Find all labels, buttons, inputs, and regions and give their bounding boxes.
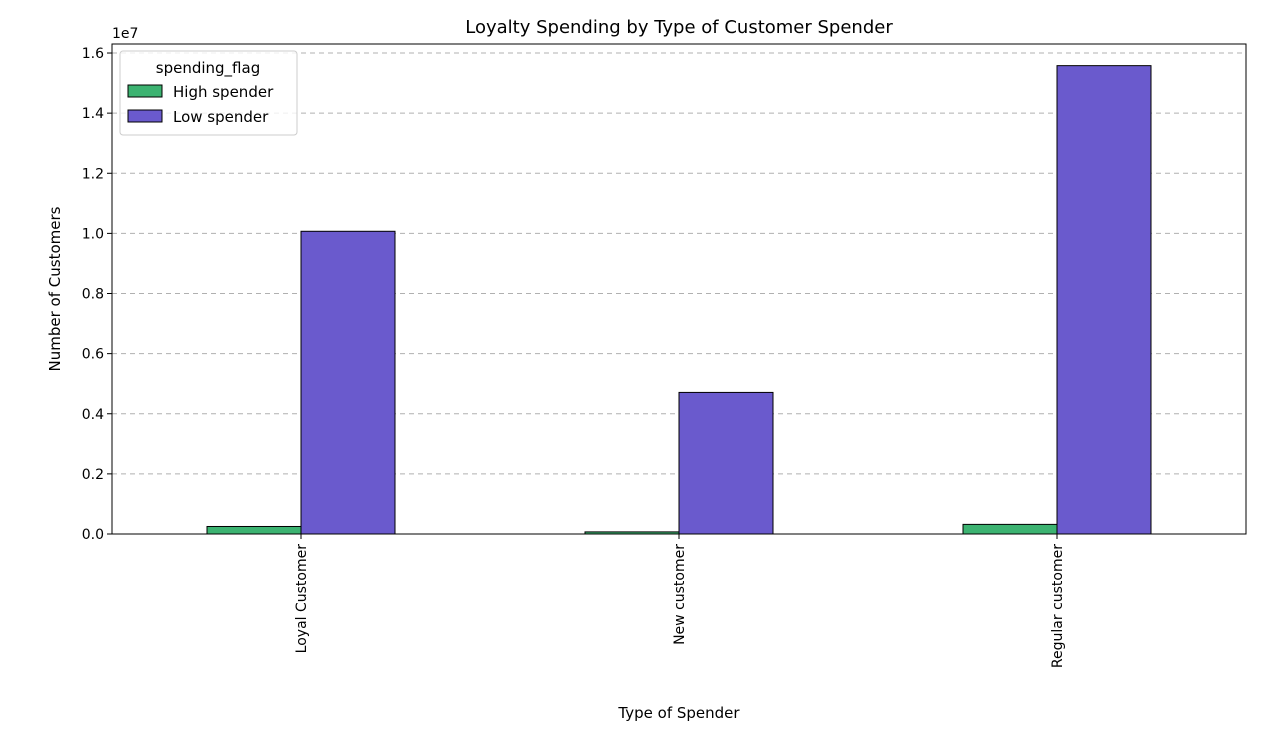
bar-low-spender-regular-customer — [1056, 65, 1152, 535]
legend-box — [119, 50, 298, 136]
legend-entry: High spender — [173, 83, 274, 101]
y-axis-ticks: 0.0 0.2 0.4 0.6 0.8 1.0 1.2 1.4 1.6 — [82, 46, 112, 543]
x-tick-label: Loyal Customer — [294, 544, 310, 654]
bar-low-spender-loyal-customer — [300, 230, 396, 535]
y-axis-label: Number of Customers — [46, 206, 64, 371]
y-tick-label: 1.2 — [82, 166, 104, 182]
y-offset-label: 1e7 — [112, 26, 138, 42]
y-tick-label: 1.4 — [82, 106, 104, 122]
y-tick-label: 0.6 — [82, 347, 104, 363]
y-tick-label: 0.8 — [82, 287, 104, 303]
x-axis-label: Type of Spender — [617, 704, 740, 722]
bar-high-spender-loyal-customer — [206, 525, 302, 535]
y-tick-label: 0.0 — [82, 527, 104, 543]
y-tick-label: 0.2 — [82, 467, 104, 483]
legend: spending_flag High spender Low spender — [119, 50, 298, 136]
chart-title: Loyalty Spending by Type of Customer Spe… — [465, 17, 893, 38]
bar-high-spender-regular-customer — [962, 523, 1058, 535]
x-axis-ticks: Loyal Customer New customer Regular custom… — [294, 534, 1066, 668]
y-tick-label: 0.4 — [82, 407, 104, 423]
legend-title: spending_flag — [156, 59, 260, 78]
y-tick-label: 1.0 — [82, 226, 104, 242]
y-tick-label: 1.6 — [82, 46, 104, 62]
legend-entry: Low spender — [173, 108, 269, 126]
bars — [206, 65, 1152, 535]
legend-swatch — [127, 84, 163, 98]
x-tick-label: Regular customer — [1050, 544, 1066, 668]
bar-low-spender-new-customer — [678, 391, 774, 535]
x-tick-label: New customer — [672, 544, 688, 645]
legend-swatch — [127, 109, 163, 123]
